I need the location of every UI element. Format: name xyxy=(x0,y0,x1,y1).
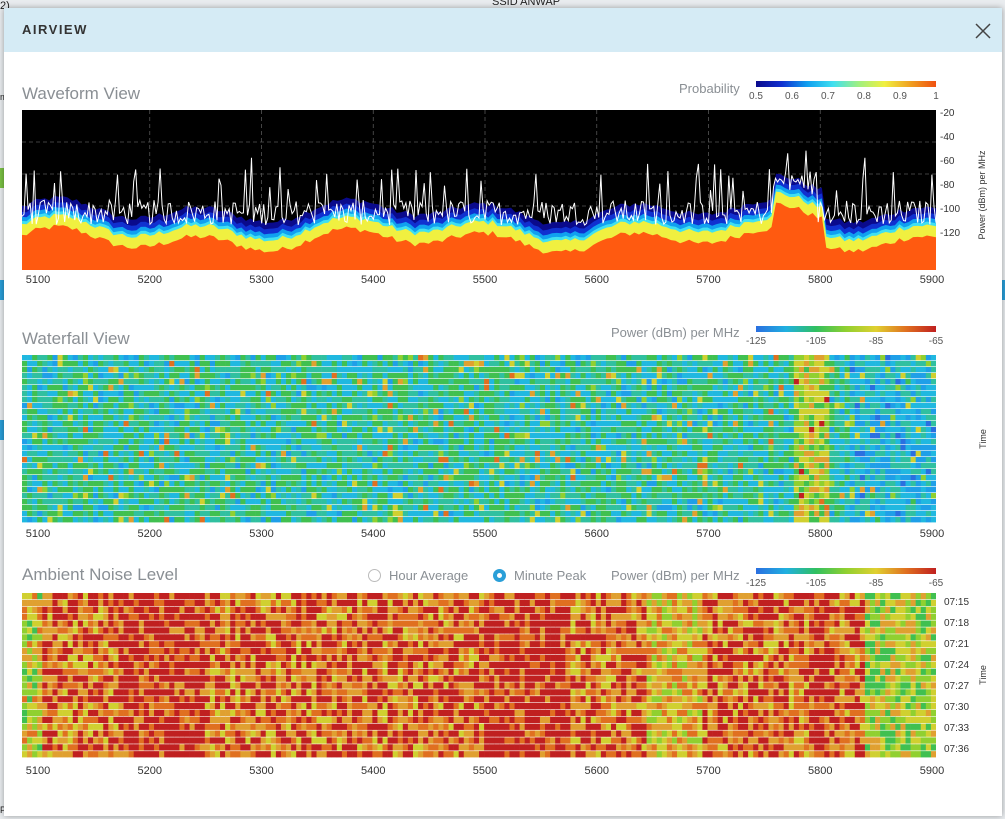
waveform-x-tick: 5600 xyxy=(584,274,609,286)
ambient-x-tick: 5300 xyxy=(249,765,274,777)
waveform-x-tick: 5100 xyxy=(25,274,51,286)
waterfall-legend-tick: -65 xyxy=(928,336,944,347)
waveform-trace xyxy=(22,150,936,226)
waterfall-legend-tick: -125 xyxy=(745,336,766,347)
ambient-legend-tick: -105 xyxy=(805,578,826,589)
ambient-y-tick: 07:24 xyxy=(944,660,970,671)
waveform-y-tick: -20 xyxy=(940,108,955,119)
waterfall-legend-tick: -85 xyxy=(868,336,884,347)
close-icon xyxy=(975,23,991,39)
modal-title: AIRVIEW xyxy=(22,22,88,37)
ambient-x-tick: 5800 xyxy=(808,765,833,777)
background-fragment: m xyxy=(0,92,8,102)
close-button[interactable] xyxy=(970,18,996,44)
waveform-title: Waveform View xyxy=(22,84,141,103)
ambient-y-tick: 07:36 xyxy=(944,744,970,755)
ambient-title: Ambient Noise Level xyxy=(22,565,178,584)
ambient-y-tick: 07:33 xyxy=(944,723,970,734)
waterfall-x-tick: 5900 xyxy=(919,528,945,540)
ambient-y-tick: 07:21 xyxy=(944,639,970,650)
waterfall-x-tick: 5200 xyxy=(137,528,162,540)
waterfall-title: Waterfall View xyxy=(22,329,130,348)
waterfall-x-tick: 5300 xyxy=(249,528,274,540)
waveform-y-tick: -40 xyxy=(940,132,955,143)
ambient-legend-tick: -125 xyxy=(745,578,766,589)
waterfall-x-tick: 5100 xyxy=(25,528,51,540)
waveform-x-tick: 5700 xyxy=(696,274,721,286)
waterfall-x-tick: 5800 xyxy=(808,528,833,540)
waveform-x-tick: 5200 xyxy=(137,274,162,286)
ambient-x-tick: 5400 xyxy=(361,765,386,777)
ambient-x-tick: 5500 xyxy=(472,765,498,777)
waveform-x-tick: 5500 xyxy=(472,274,498,286)
probability-legend-label: Probability xyxy=(679,81,740,96)
ambient-y-tick: 07:27 xyxy=(944,681,970,692)
ambient-x-tick: 5900 xyxy=(919,765,945,777)
probability-legend-tick: 1 xyxy=(933,91,939,102)
background-strip xyxy=(0,420,5,440)
waterfall-y-label: Time xyxy=(978,429,988,449)
waterfall-legend-label: Power (dBm) per MHz xyxy=(611,325,740,340)
probability-legend-tick: 0.8 xyxy=(857,91,871,102)
ambient-x-tick: 5600 xyxy=(584,765,609,777)
ambient-legend-tick: -85 xyxy=(868,578,884,589)
waveform-y-tick: -80 xyxy=(940,180,955,191)
airview-modal: AIRVIEW Waveform View Probability 0.5 0.6… xyxy=(4,8,1002,816)
waveform-y-label: Power (dBm) per MHz xyxy=(977,150,987,240)
probability-legend-tick: 0.5 xyxy=(749,91,763,102)
minute-peak-radio[interactable]: Minute Peak xyxy=(493,568,586,583)
probability-legend-tick: 0.7 xyxy=(821,91,835,102)
ambient-y-tick: 07:30 xyxy=(944,702,970,713)
minute-peak-label: Minute Peak xyxy=(514,568,587,583)
waveform-y-tick: -120 xyxy=(940,228,961,239)
ambient-x-tick: 5700 xyxy=(696,765,721,777)
background-strip xyxy=(0,280,5,300)
background-strip xyxy=(1000,280,1005,300)
waveform-x-tick: 5800 xyxy=(808,274,833,286)
probability-legend-bar xyxy=(756,81,936,87)
probability-legend-tick: 0.9 xyxy=(893,91,907,102)
probability-legend-tick: 0.6 xyxy=(785,91,799,102)
waterfall-x-tick: 5400 xyxy=(361,528,386,540)
waveform-y-tick: -60 xyxy=(940,156,955,167)
hour-average-label: Hour Average xyxy=(389,568,469,583)
waterfall-x-tick: 5700 xyxy=(696,528,721,540)
ambient-legend-bar xyxy=(756,568,936,574)
ambient-x-tick: 5100 xyxy=(25,765,51,777)
ambient-x-tick: 5200 xyxy=(137,765,162,777)
waterfall-legend-bar xyxy=(756,326,936,332)
waveform-plot xyxy=(22,110,936,270)
waterfall-legend-tick: -105 xyxy=(805,336,826,347)
waveform-density-layer xyxy=(22,202,936,270)
waveform-x-tick: 5300 xyxy=(249,274,274,286)
waterfall-plot xyxy=(22,355,936,523)
ambient-y-label: Time xyxy=(978,665,988,685)
ambient-legend-tick: -65 xyxy=(928,578,944,589)
ambient-y-tick: 07:15 xyxy=(944,597,970,608)
hour-average-radio-dot xyxy=(368,569,381,582)
hour-average-radio[interactable]: Hour Average xyxy=(368,568,468,583)
ambient-y-tick: 07:18 xyxy=(944,618,970,629)
waveform-y-tick: -100 xyxy=(940,204,961,215)
ambient-legend-label: Power (dBm) per MHz xyxy=(611,568,740,583)
background-ssid-label: SSID ANWAP xyxy=(492,0,561,8)
waterfall-x-tick: 5500 xyxy=(472,528,498,540)
background-fragment: P xyxy=(0,805,7,815)
background-strip xyxy=(0,168,5,188)
modal-header: AIRVIEW xyxy=(4,8,1002,52)
background-fragment: 2) xyxy=(0,0,10,12)
waveform-x-tick: 5400 xyxy=(361,274,386,286)
waveform-x-tick: 5900 xyxy=(919,274,945,286)
waterfall-x-tick: 5600 xyxy=(584,528,609,540)
ambient-plot xyxy=(22,593,936,758)
minute-peak-radio-dot xyxy=(493,569,506,582)
